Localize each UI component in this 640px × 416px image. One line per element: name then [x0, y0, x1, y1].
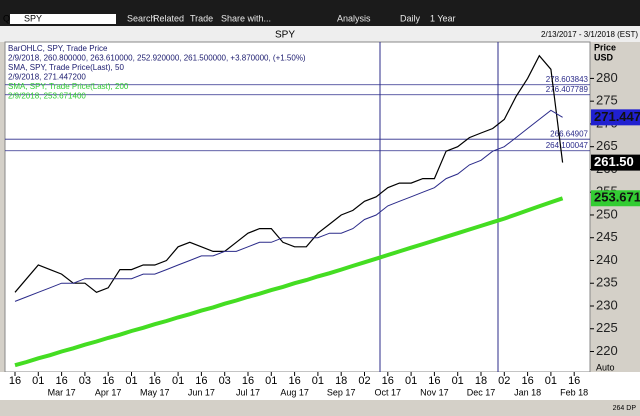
legend-line: 2/9/2018, 253.671400 — [8, 92, 86, 101]
last-value-box — [591, 109, 640, 126]
month-label: Feb 18 — [560, 387, 588, 397]
series-line — [14, 196, 564, 368]
plot-area — [4, 41, 591, 373]
symbol-box[interactable] — [10, 14, 116, 24]
toolbar-item[interactable]: Search — [127, 13, 156, 23]
auto-button[interactable]: Auto — [596, 362, 615, 372]
x-tick-label: 01 — [125, 375, 137, 387]
last-value-label: 253.671 — [594, 190, 640, 205]
chart-title: SPY — [275, 30, 295, 41]
y-tick-label: 220 — [596, 343, 618, 358]
y-tick-label: 240 — [596, 252, 618, 267]
last-value-box — [591, 190, 640, 207]
last-value-label: 271.447 — [594, 109, 640, 124]
legend-line: 2/9/2018, 260.800000, 263.610000, 252.92… — [8, 54, 306, 63]
legend-line: SMA, SPY, Trade Price(Last), 50 — [8, 63, 124, 72]
month-label: Jun 17 — [188, 387, 215, 397]
month-label: Dec 17 — [467, 387, 496, 397]
series-line — [14, 109, 563, 302]
x-tick-label: 16 — [242, 375, 254, 387]
legend-line: 2/9/2018, 271.447200 — [8, 73, 86, 82]
x-tick-label: 16 — [382, 375, 394, 387]
x-tick-label: 01 — [452, 375, 464, 387]
date-range: 2/13/2017 - 3/1/2018 (EST) — [541, 30, 638, 39]
level-label: 278.603843 — [546, 75, 589, 84]
x-tick-label: 01 — [265, 375, 277, 387]
y-tick-label: 265 — [596, 138, 618, 153]
level-label: 276.407789 — [546, 85, 589, 94]
legend-line: BarOHLC, SPY, Trade Price — [8, 44, 108, 53]
y-tick-label: 235 — [596, 275, 618, 290]
x-tick-label: 01 — [32, 375, 44, 387]
last-value-box — [591, 154, 640, 171]
x-tick-label: 01 — [312, 375, 324, 387]
legend-line: SMA, SPY, Trade Price(Last), 200 — [8, 82, 129, 91]
x-tick-label: 16 — [9, 375, 21, 387]
toolbar-item[interactable]: Daily — [400, 13, 421, 23]
x-tick-label: 16 — [55, 375, 67, 387]
x-tick-label: 18 — [475, 375, 487, 387]
toolbar-item[interactable]: Q — [3, 13, 10, 23]
month-label: Aug 17 — [280, 387, 309, 397]
month-label: Oct 17 — [375, 387, 402, 397]
toolbar-item[interactable]: Analysis — [337, 13, 371, 23]
toolbar-item[interactable]: 1 Year — [430, 13, 456, 23]
month-label: Nov 17 — [420, 387, 449, 397]
y-tick-label: 225 — [596, 320, 618, 335]
x-tick-label: 16 — [568, 375, 580, 387]
x-tick-label: 03 — [219, 375, 231, 387]
y-tick-label: 280 — [596, 70, 618, 85]
x-axis-area — [0, 372, 640, 400]
y-tick-label: 230 — [596, 297, 618, 312]
x-tick-label: 18 — [335, 375, 347, 387]
month-label: Jan 18 — [514, 387, 541, 397]
month-label: Apr 17 — [95, 387, 122, 397]
footer-label: 264 DP — [613, 405, 637, 412]
x-tick-label: 03 — [79, 375, 91, 387]
y-tick-label: 250 — [596, 206, 618, 221]
last-value-label: 261.50 — [594, 154, 634, 169]
month-label: Mar 17 — [48, 387, 76, 397]
x-tick-label: 16 — [195, 375, 207, 387]
level-label: 266.64907 — [550, 129, 588, 138]
x-tick-label: 16 — [428, 375, 440, 387]
axis-unit: USD — [594, 52, 614, 62]
x-tick-label: 16 — [149, 375, 161, 387]
x-tick-label: 16 — [521, 375, 533, 387]
x-tick-label: 16 — [288, 375, 300, 387]
x-tick-label: 16 — [102, 375, 114, 387]
axis-unit: Price — [594, 42, 616, 52]
x-tick-label: 01 — [405, 375, 417, 387]
toolbar-item[interactable]: Related — [153, 13, 184, 23]
chart-header — [0, 26, 640, 42]
x-tick-label: 01 — [172, 375, 184, 387]
y-tick-label: 275 — [596, 93, 618, 108]
level-label: 264.100047 — [546, 141, 589, 150]
toolbar-item[interactable]: Trade — [190, 13, 213, 23]
month-label: Sep 17 — [327, 387, 356, 397]
toolbar-item[interactable]: SPY — [24, 13, 42, 23]
scrollbar — [0, 400, 640, 416]
month-label: May 17 — [140, 387, 170, 397]
x-tick-label: 02 — [358, 375, 370, 387]
series-line — [14, 54, 564, 293]
x-tick-label: 02 — [498, 375, 510, 387]
x-tick-label: 01 — [545, 375, 557, 387]
month-label: Jul 17 — [236, 387, 260, 397]
y-tick-label: 245 — [596, 229, 618, 244]
toolbar-item[interactable]: Share with... — [221, 13, 271, 23]
